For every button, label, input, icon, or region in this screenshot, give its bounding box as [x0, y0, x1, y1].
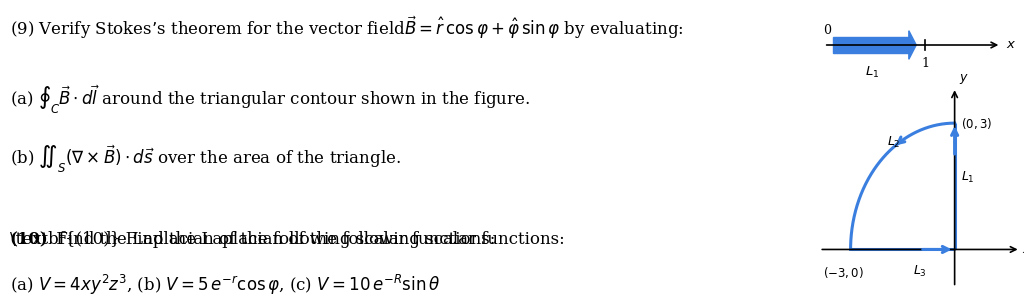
Text: \textbf{(10)} Find the Laplacian of the following scalar functions:: \textbf{(10)} Find the Laplacian of the …: [10, 231, 564, 248]
Text: 0: 0: [823, 24, 831, 37]
Text: $L_1$: $L_1$: [961, 170, 975, 185]
Text: $L_1$: $L_1$: [864, 64, 879, 80]
Text: $x$: $x$: [1022, 243, 1024, 256]
Text: $x$: $x$: [1006, 38, 1016, 52]
Text: $(-3, 0)$: $(-3, 0)$: [823, 266, 864, 280]
Text: $L_2$: $L_2$: [888, 134, 901, 150]
Text: (10): (10): [10, 231, 48, 248]
Polygon shape: [834, 37, 909, 53]
Text: Find the Laplacian of the following scalar functions:: Find the Laplacian of the following scal…: [51, 231, 496, 248]
Text: 1: 1: [922, 57, 930, 70]
Text: (a) $\oint_C \vec{B} \cdot d\vec{l}$ around the triangular contour shown in the : (a) $\oint_C \vec{B} \cdot d\vec{l}$ aro…: [10, 84, 530, 116]
Text: (9) Verify Stokes’s theorem for the vector field$\vec{B} = \hat{r}\, \cos\varphi: (9) Verify Stokes’s theorem for the vect…: [10, 15, 683, 41]
Text: (b) $\iint_S (\nabla \times \vec{B})\cdot d\vec{s}$ over the area of the triangl: (b) $\iint_S (\nabla \times \vec{B})\cdo…: [10, 144, 401, 176]
Text: $(0, 3)$: $(0, 3)$: [961, 116, 992, 130]
Text: (a) $V = 4xy^2z^3$, (b) $V = 5\,e^{-r}\cos\varphi$, (c) $V = 10\,e^{-R}\sin\thet: (a) $V = 4xy^2z^3$, (b) $V = 5\,e^{-r}\c…: [10, 273, 440, 297]
Polygon shape: [909, 31, 916, 59]
Text: $L_3$: $L_3$: [913, 264, 927, 279]
Text: $y$: $y$: [958, 72, 969, 86]
